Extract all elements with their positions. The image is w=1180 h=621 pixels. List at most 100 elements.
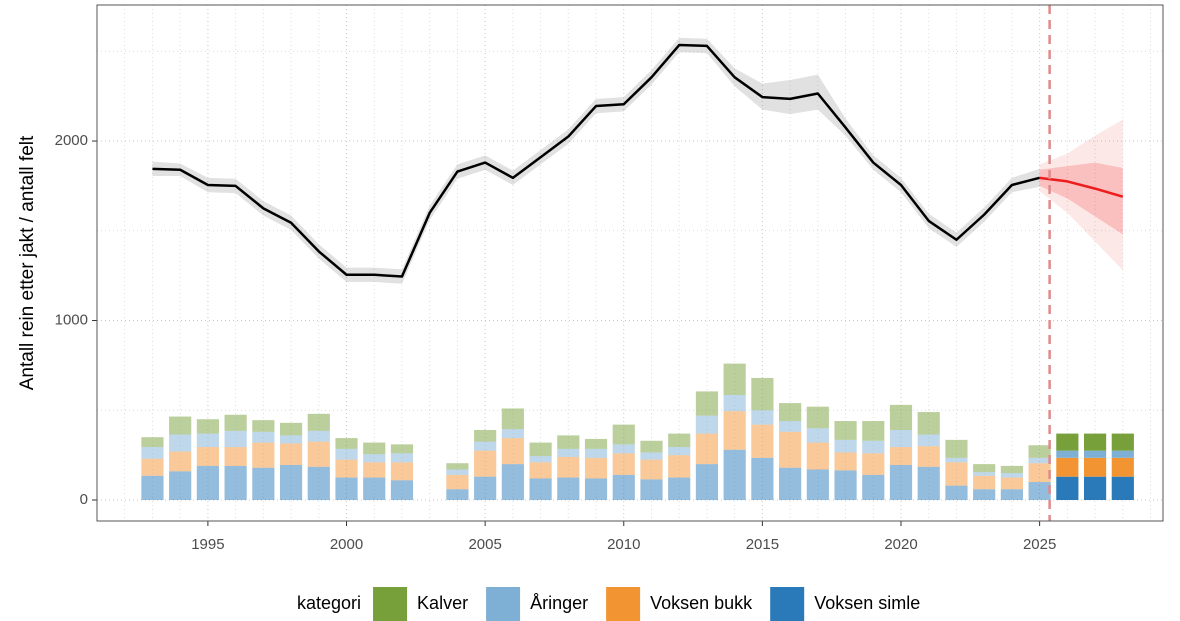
x-tick-label: 2025 — [1023, 536, 1056, 553]
bar-segment — [723, 395, 746, 412]
bar-segment — [862, 474, 885, 501]
y-tick-label: 0 — [80, 491, 88, 508]
bar-segment — [668, 477, 691, 501]
bar-segment — [640, 440, 663, 453]
bar-segment — [1083, 457, 1107, 477]
bar-segment — [196, 465, 219, 501]
bar-segment — [945, 462, 968, 486]
bar-segment — [640, 459, 663, 480]
bar-segment — [806, 469, 829, 501]
bar-segment — [695, 391, 719, 416]
bar-segment — [169, 416, 192, 435]
bar-segment — [307, 413, 330, 431]
bar-segment — [224, 414, 247, 431]
bar-segment — [529, 442, 552, 457]
bar-segment — [640, 452, 663, 460]
bar-segment — [141, 475, 164, 501]
legend-label: Voksen simle — [814, 593, 920, 613]
bar-segment — [363, 454, 386, 463]
bar-segment — [751, 377, 774, 411]
bar-segment — [917, 434, 940, 447]
bar-segment — [141, 437, 164, 448]
bar-segment — [862, 421, 885, 441]
bar-segment — [779, 431, 802, 468]
confidence-band — [152, 37, 1040, 284]
bar-segment — [945, 485, 968, 501]
legend-swatch — [373, 587, 408, 621]
legend-title: kategori — [297, 593, 361, 613]
bar-segment — [446, 474, 469, 490]
bar-segment — [529, 456, 552, 463]
bar-segment — [973, 475, 996, 490]
bar-segment — [196, 433, 219, 448]
bar-segment — [252, 442, 275, 468]
bar-segment — [390, 480, 414, 501]
x-tick-label: 2010 — [607, 536, 640, 553]
bar-segment — [889, 465, 913, 501]
bar-segment — [723, 411, 746, 450]
bar-segment — [224, 430, 247, 448]
bar-segment — [889, 404, 913, 431]
bar-segment — [169, 451, 192, 472]
bar-segment — [196, 447, 219, 466]
bar-segment — [557, 477, 580, 501]
bar-segment — [584, 457, 608, 479]
bar-segment — [335, 438, 358, 449]
bar-segment — [307, 441, 330, 467]
bar-segment — [557, 435, 580, 449]
bar-segment — [779, 467, 802, 501]
bar-segment — [390, 462, 414, 481]
y-tick-label: 1000 — [55, 311, 88, 328]
bar-segment — [1028, 463, 1051, 483]
bar-segment — [446, 489, 469, 501]
bar-segment — [501, 438, 524, 465]
y-tick-label: 2000 — [55, 132, 88, 149]
bar-segment — [723, 363, 746, 396]
bar-segment — [751, 424, 774, 458]
bar-segment — [751, 410, 774, 425]
bar-segment — [279, 422, 303, 436]
bar-segment — [862, 453, 885, 475]
bar-segment — [474, 450, 497, 477]
bar-segment — [695, 433, 719, 465]
bar-segment — [1028, 457, 1051, 464]
bar-segment — [973, 464, 996, 473]
bar-segment — [141, 458, 164, 476]
bar-segment — [806, 406, 829, 429]
bar-segment — [557, 456, 580, 478]
bar-segment — [169, 434, 192, 452]
bar-segment — [501, 464, 524, 501]
bar-segment — [834, 439, 857, 453]
bar-segment — [668, 447, 691, 456]
bar-segment — [529, 478, 552, 501]
bar-segment — [1111, 433, 1134, 451]
legend-swatch — [770, 587, 805, 621]
bar-segment — [1000, 477, 1023, 490]
bar-segment — [612, 453, 635, 475]
bar-segment — [335, 448, 358, 460]
bar-segment — [474, 476, 497, 501]
x-tick-label: 1995 — [191, 536, 224, 553]
legend-label: Kalver — [417, 593, 468, 613]
bar-segment — [1000, 473, 1023, 478]
bar-segment — [584, 448, 608, 458]
bar-segment — [834, 421, 857, 440]
bar-segment — [612, 474, 635, 501]
bar-segment — [1083, 433, 1107, 451]
bar-segment — [668, 455, 691, 478]
y-axis-label: Antall rein etter jakt / antall felt — [17, 135, 38, 390]
bar-segment — [390, 453, 414, 463]
bar-segment — [1111, 457, 1134, 477]
bar-segment — [529, 462, 552, 479]
bar-segment — [1111, 450, 1134, 458]
bar-segment — [779, 403, 802, 422]
bar-segment — [1000, 489, 1023, 501]
bar-segment — [1056, 457, 1079, 477]
bar-segment — [889, 430, 913, 448]
bar-segment — [307, 466, 330, 501]
bar-segment — [363, 477, 386, 501]
line — [152, 43, 1040, 278]
bar-segment — [363, 462, 386, 478]
bar-segment — [501, 408, 524, 430]
